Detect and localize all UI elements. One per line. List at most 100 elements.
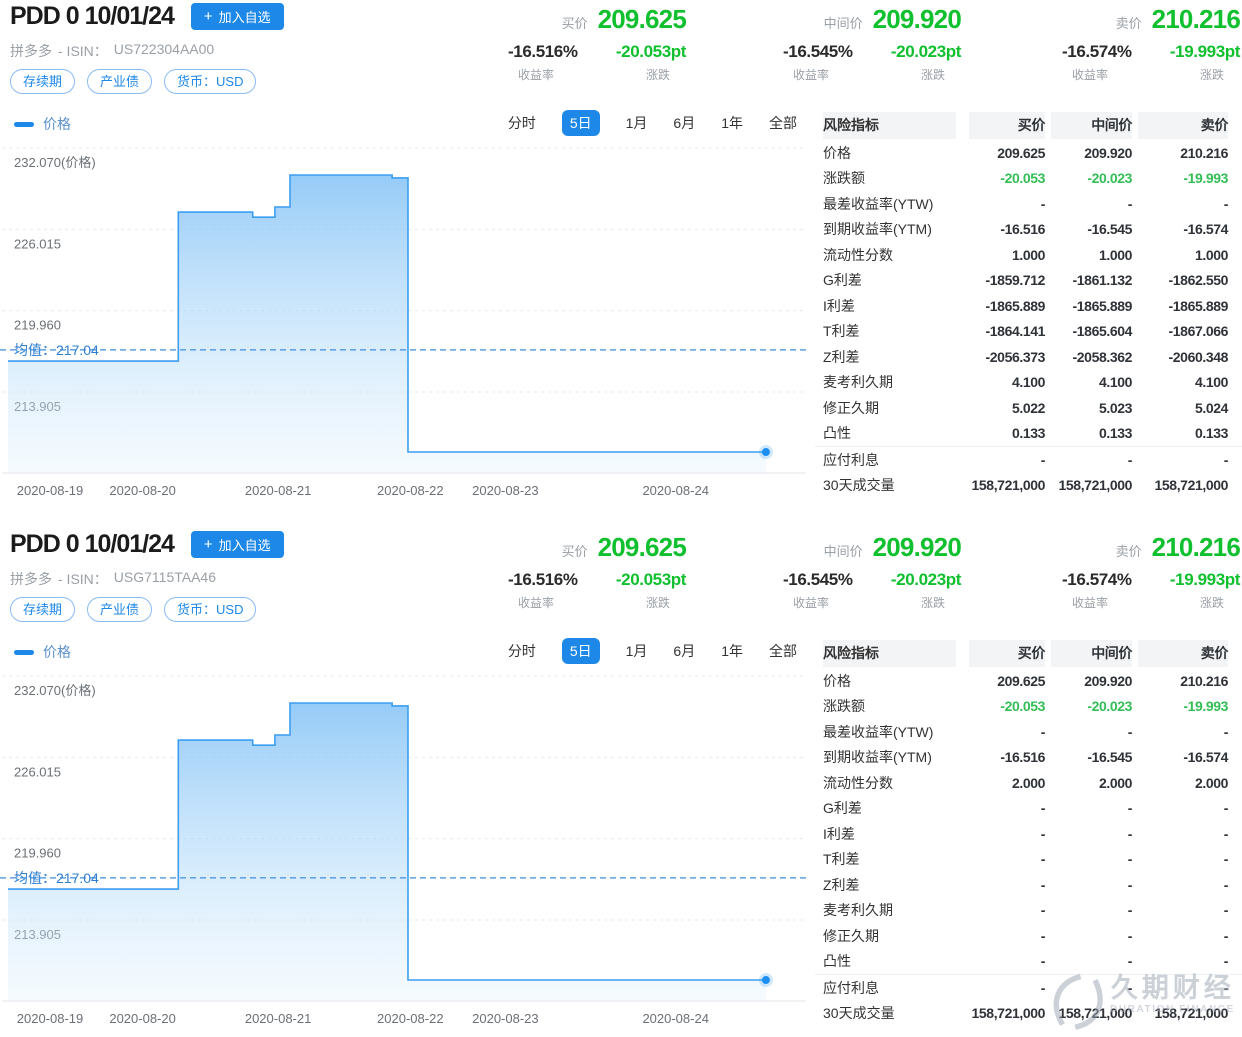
chart-legend: 价格 [14, 642, 71, 662]
row-value: - [1127, 876, 1133, 893]
bid-yield: -16.516% [508, 570, 578, 589]
table-col-header: 中间价 [1045, 112, 1132, 139]
row-label: 麦考利久期 [823, 902, 893, 919]
price-area [8, 703, 766, 1001]
row-value: -16.574 [1183, 749, 1228, 766]
row-value: 1.000 [1194, 246, 1228, 263]
y-axis-label: 232.070(价格) [14, 155, 96, 170]
issuer-name: 拼多多 [10, 43, 52, 59]
bond-title: PDD 0 10/01/24 [10, 2, 175, 30]
price-chart[interactable]: 232.070(价格)226.015219.960213.905均值：217.0… [0, 671, 810, 1033]
tag-bond-type: 产业债 [87, 69, 153, 94]
add-to-watchlist-button[interactable]: + 加入自选 [190, 3, 284, 30]
legend-label: 价格 [43, 116, 71, 132]
row-value: - [1223, 979, 1229, 996]
row-value: -20.023 [1087, 698, 1132, 715]
row-label: 应付利息 [823, 979, 879, 996]
isin-value: USG7115TAA46 [113, 569, 216, 585]
row-value: - [1127, 800, 1133, 817]
table-row: T利差 - - - [815, 847, 1242, 873]
table-col-header: 买价 [963, 112, 1045, 139]
risk-table: 风险指标 买价 中间价 卖价 价格 209.625 209.920 210.216 涨跌额 -20… [815, 640, 1242, 1026]
row-value: - [1127, 723, 1133, 740]
row-label: 最差收益率(YTW) [823, 195, 934, 212]
table-row: 到期收益率(YTM) -16.516 -16.545 -16.574 [815, 745, 1242, 771]
table-row: 麦考利久期 4.100 4.100 4.100 [815, 370, 1242, 396]
tab-all[interactable]: 全部 [769, 115, 797, 131]
tab-1month[interactable]: 1月 [625, 643, 648, 659]
row-value: - [1040, 825, 1046, 842]
row-label: 麦考利久期 [823, 374, 893, 391]
add-to-watchlist-button[interactable]: + 加入自选 [190, 531, 284, 558]
mean-label: 均值：217.04 [14, 870, 99, 886]
row-label: I利差 [823, 297, 855, 314]
row-value: -19.993 [1183, 698, 1228, 715]
tab-6month[interactable]: 6月 [673, 115, 696, 131]
row-label: 凸性 [823, 425, 851, 442]
y-axis-label: 219.960 [14, 846, 61, 861]
row-value: - [1223, 851, 1229, 868]
table-row: 30天成交量 158,721,000 158,721,000 158,721,000 [815, 473, 1242, 499]
table-row: 最差收益率(YTW) - - - [815, 191, 1242, 217]
change-caption: 涨跌 [920, 68, 945, 82]
y-axis-label: 232.070(价格) [14, 683, 96, 698]
ask-label: 卖价 [1115, 544, 1142, 559]
tab-1year[interactable]: 1年 [721, 643, 743, 659]
row-value: -1865.889 [985, 297, 1046, 314]
table-row: 凸性 - - - [815, 949, 1242, 975]
price-line [8, 702, 766, 981]
row-value: 5.023 [1098, 399, 1132, 416]
table-row: 麦考利久期 - - - [815, 898, 1242, 924]
tab-1year[interactable]: 1年 [721, 115, 743, 131]
tab-all[interactable]: 全部 [769, 643, 797, 659]
bid-change: -20.053pt [615, 42, 687, 61]
row-value: 0.133 [1098, 425, 1132, 442]
add-to-watchlist-label: 加入自选 [218, 10, 271, 25]
tab-intraday[interactable]: 分时 [507, 115, 536, 131]
row-value: -1865.889 [1072, 297, 1133, 314]
row-value: - [1127, 851, 1133, 868]
bid-price: 209.625 [597, 532, 687, 562]
x-axis-label: 2020-08-19 [17, 1011, 84, 1026]
mid-price: 209.920 [872, 4, 962, 34]
tab-1month[interactable]: 1月 [625, 115, 648, 131]
row-value: - [1127, 953, 1133, 970]
tab-6month[interactable]: 6月 [673, 643, 696, 659]
row-value: 158,721,000 [1154, 477, 1229, 494]
bid-label: 买价 [561, 544, 588, 559]
table-row: 应付利息 - - - [815, 446, 1242, 473]
row-label: 涨跌额 [823, 170, 865, 187]
isin-label: - ISIN： [58, 571, 108, 587]
quote-bid: 买价 209.625 -16.516% -20.053pt 收益率 涨跌 [508, 4, 687, 83]
row-label: 应付利息 [823, 451, 879, 468]
row-label: 价格 [823, 144, 851, 161]
change-caption: 涨跌 [1199, 596, 1224, 610]
row-value: - [1040, 800, 1046, 817]
ask-change: -19.993pt [1169, 570, 1241, 589]
table-header-row: 风险指标 买价 中间价 卖价 [815, 640, 1242, 667]
table-row: 流动性分数 2.000 2.000 2.000 [815, 770, 1242, 796]
tab-intraday[interactable]: 分时 [507, 643, 536, 659]
row-value: -1859.712 [985, 272, 1046, 289]
table-row: 应付利息 - - - [815, 974, 1242, 1001]
change-caption: 涨跌 [1199, 68, 1224, 82]
row-label: G利差 [823, 800, 862, 817]
row-value: - [1127, 451, 1133, 468]
ask-price: 210.216 [1151, 532, 1241, 562]
row-value: - [1223, 451, 1229, 468]
row-value: - [1040, 902, 1046, 919]
tab-5day[interactable]: 5日 [561, 110, 600, 136]
legend-label: 价格 [43, 644, 71, 660]
row-value: -16.516 [1000, 221, 1045, 238]
tab-5day[interactable]: 5日 [561, 638, 600, 664]
row-value: 5.024 [1194, 399, 1228, 416]
row-label: 修正久期 [823, 399, 879, 416]
row-label: T利差 [823, 323, 860, 340]
change-caption: 涨跌 [920, 596, 945, 610]
price-chart[interactable]: 232.070(价格)226.015219.960213.905均值：217.0… [0, 143, 810, 505]
bid-label: 买价 [561, 16, 588, 31]
table-row: 价格 209.625 209.920 210.216 [815, 668, 1242, 694]
row-value: 158,721,000 [1154, 1005, 1229, 1022]
bond-panel-1: PDD 0 10/01/24 + 加入自选 拼多多 - ISIN： US7223… [0, 0, 1242, 518]
table-row: Z利差 - - - [815, 872, 1242, 898]
